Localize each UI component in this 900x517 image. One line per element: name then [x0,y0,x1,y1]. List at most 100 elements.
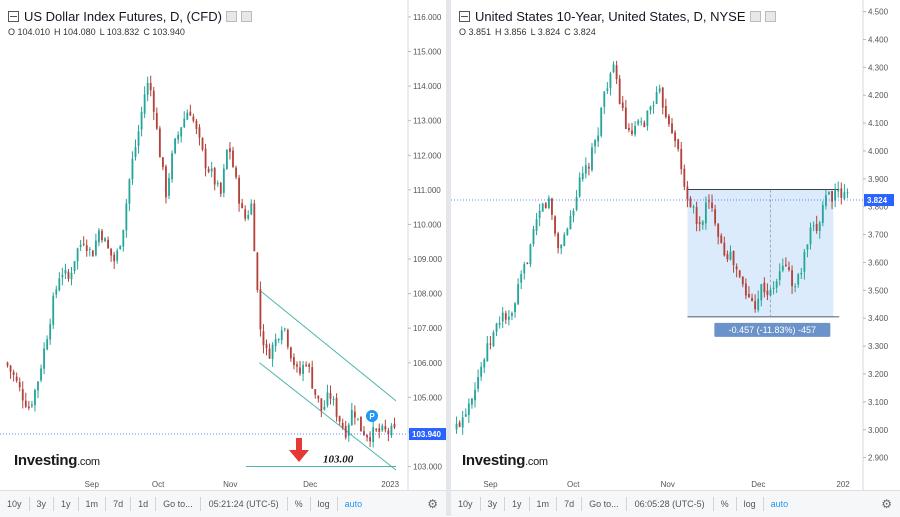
candle-body [238,177,240,204]
candle-body [458,422,461,427]
clock-time[interactable]: 06:05:28 (UTC-5) [634,499,705,509]
low-value: L 3.824 [530,27,561,37]
us10y-title: United States 10-Year, United States, D,… [475,9,746,24]
candle-body [387,430,390,434]
x-tick-label: Sep [483,480,498,489]
y-tick-label: 3.500 [868,286,889,295]
auto-toggle[interactable]: auto [770,499,789,509]
candle-body [695,207,698,224]
us10y-chart-panel[interactable]: 2.900 3.000 3.100 3.200 3.300 3.400 3.500 3.600… [451,0,900,517]
candle-body [34,389,36,406]
candle-body [640,121,643,123]
candle-body [507,316,510,320]
x-tick-label: Sep [85,480,100,489]
candle-body [612,64,615,73]
candle-body [578,177,581,197]
log-toggle[interactable]: log [317,499,330,509]
target-label: 103.00 [323,454,354,466]
range-3y-button[interactable]: 3y [36,499,47,509]
candle-body [152,90,155,112]
candle-body [67,271,70,279]
range-1y-button[interactable]: 1y [61,499,71,509]
close-icon[interactable] [240,11,252,22]
range-1y-button[interactable]: 1y [512,499,522,509]
gear-icon[interactable]: ⚙ [427,497,438,511]
down-arrow-icon [289,438,309,462]
range-7d-button[interactable]: 7d [113,499,124,509]
log-toggle[interactable]: log [743,499,756,509]
candle-body [143,94,146,114]
candle-body [732,250,735,266]
range-1m-button[interactable]: 1m [536,499,550,509]
percent-toggle[interactable]: % [294,499,303,509]
range-3y-button[interactable]: 3y [487,499,498,509]
candle-body [18,382,21,388]
range-1m-button[interactable]: 1m [85,499,99,509]
last-price-tag-bg [864,194,894,207]
panel-divider[interactable] [446,0,451,516]
range-10y-button[interactable]: 10y [458,499,473,509]
candle-body [210,168,213,172]
candle-body [299,367,301,374]
candle-body [643,122,646,128]
range-1d-button[interactable]: 1d [138,499,149,509]
candle-body [544,203,547,209]
y-tick-label: 116.000 [413,13,442,22]
settings-icon[interactable] [749,11,761,22]
goto-button[interactable]: Go to... [163,499,193,509]
x-tick-label: Nov [661,480,675,489]
y-tick-label: 110.000 [413,220,442,229]
candle-body [815,224,818,231]
candle-body [390,425,393,436]
collapse-icon[interactable] [8,11,19,22]
candle-body [754,301,757,310]
dxy-legend: US Dollar Index Futures, D, (CFD) O 104.… [8,9,252,37]
candle-body [711,202,713,208]
candle-body [587,166,590,169]
candle-body [797,274,800,285]
close-icon[interactable] [764,11,776,22]
candle-body [609,73,612,88]
percent-toggle[interactable]: % [720,499,729,509]
candle-body [101,230,103,241]
candle-body [338,416,341,422]
candle-body [535,219,538,231]
candle-body [286,329,289,347]
goto-button[interactable]: Go to... [589,499,619,509]
candle-body [677,139,680,149]
candle-body [177,134,180,140]
candle-body [131,158,134,180]
investing-logo: Investing.com [462,452,548,469]
candle-body [247,214,250,219]
settings-icon[interactable] [225,11,237,22]
us10y-chart-canvas[interactable]: 2.900 3.000 3.100 3.200 3.300 3.400 3.500 3.600… [451,0,900,490]
candle-body [384,426,387,430]
candle-body [532,228,535,245]
y-tick-label: 3.400 [868,314,889,323]
candle-body [618,78,621,104]
candle-body [85,245,88,251]
clock-time[interactable]: 05:21:24 (UTC-5) [208,499,279,509]
candle-body [88,248,91,250]
x-tick-label: 202 [836,480,850,489]
candle-body [353,411,356,418]
candle-body [526,263,529,265]
candle-body [232,150,234,168]
y-tick-label: 106.000 [413,359,442,368]
candle-body [259,289,262,330]
candle-body [375,429,378,431]
y-tick-label: 108.000 [413,290,442,299]
auto-toggle[interactable]: auto [344,499,363,509]
dxy-chart-panel[interactable]: 103.000104.000105.000106.000107.000108.0… [0,0,446,517]
candle-body [520,274,523,283]
gear-icon[interactable]: ⚙ [881,497,892,511]
candle-body [812,225,815,227]
collapse-icon[interactable] [459,11,470,22]
candle-body [637,120,640,125]
dxy-chart-canvas[interactable]: 103.000104.000105.000106.000107.000108.0… [0,0,446,490]
candle-body [572,210,575,216]
high-value: H 3.856 [495,27,527,37]
range-7d-button[interactable]: 7d [564,499,575,509]
range-10y-button[interactable]: 10y [7,499,22,509]
candle-body [766,290,769,296]
